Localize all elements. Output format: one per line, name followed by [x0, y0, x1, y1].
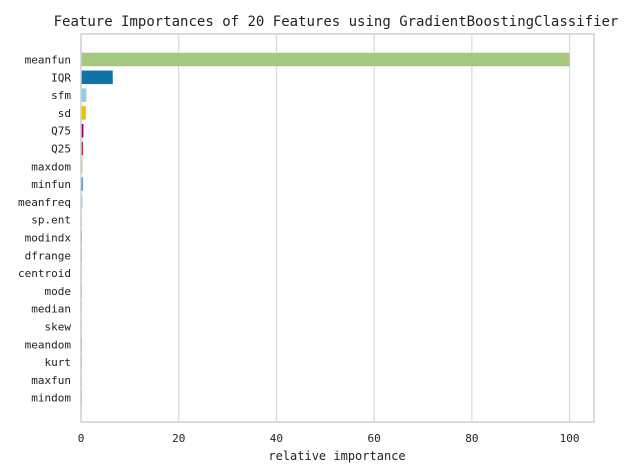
- y-tick-label: maxfun: [31, 374, 71, 387]
- y-tick-label: mode: [45, 285, 72, 298]
- x-tick-label: 60: [368, 432, 381, 445]
- bar-meanfun: [81, 52, 570, 67]
- y-tick-label: IQR: [51, 71, 71, 84]
- y-tick-label: skew: [45, 321, 72, 334]
- bars: [81, 52, 570, 405]
- x-tick-label: 100: [560, 432, 580, 445]
- x-tick-labels: 0 20 40 60 80 100: [78, 432, 580, 445]
- y-tick-label: Q75: [51, 125, 71, 138]
- bar-sd: [81, 106, 86, 120]
- y-tick-label: centroid: [18, 267, 71, 280]
- x-tick-label: 0: [78, 432, 85, 445]
- bar-minfun: [81, 177, 83, 191]
- bar-q25: [81, 141, 83, 156]
- x-axis-label: relative importance: [268, 449, 405, 463]
- y-tick-label: kurt: [45, 356, 72, 369]
- y-tick-label: meandom: [25, 338, 72, 351]
- x-tick-label: 40: [270, 432, 283, 445]
- y-tick-label: sp.ent: [31, 214, 71, 227]
- y-tick-label: Q25: [51, 143, 71, 156]
- plot-frame: [80, 33, 595, 423]
- y-tick-label: sfm: [51, 89, 71, 102]
- y-tick-label: modindx: [25, 232, 72, 245]
- y-tick-labels: meanfun IQR sfm sd Q75 Q25 maxdom minfun meanfre…: [18, 54, 71, 405]
- y-tick-label: minfun: [31, 178, 71, 191]
- y-tick-label: maxdom: [31, 160, 71, 173]
- y-tick-label: mindom: [31, 392, 71, 405]
- y-tick-label: sd: [58, 107, 71, 120]
- y-tick-label: dfrange: [25, 249, 71, 262]
- chart-title: Feature Importances of 20 Features using…: [54, 14, 619, 30]
- bar-q75: [81, 123, 84, 138]
- bar-sfm: [81, 88, 87, 102]
- y-tick-label: meanfun: [25, 54, 71, 67]
- gridlines: [80, 34, 571, 422]
- y-tick-label: meanfreq: [18, 196, 71, 209]
- bar-iqr: [81, 70, 113, 85]
- x-tick-label: 20: [172, 432, 185, 445]
- y-tick-label: median: [31, 303, 71, 316]
- x-tick-label: 80: [465, 432, 478, 445]
